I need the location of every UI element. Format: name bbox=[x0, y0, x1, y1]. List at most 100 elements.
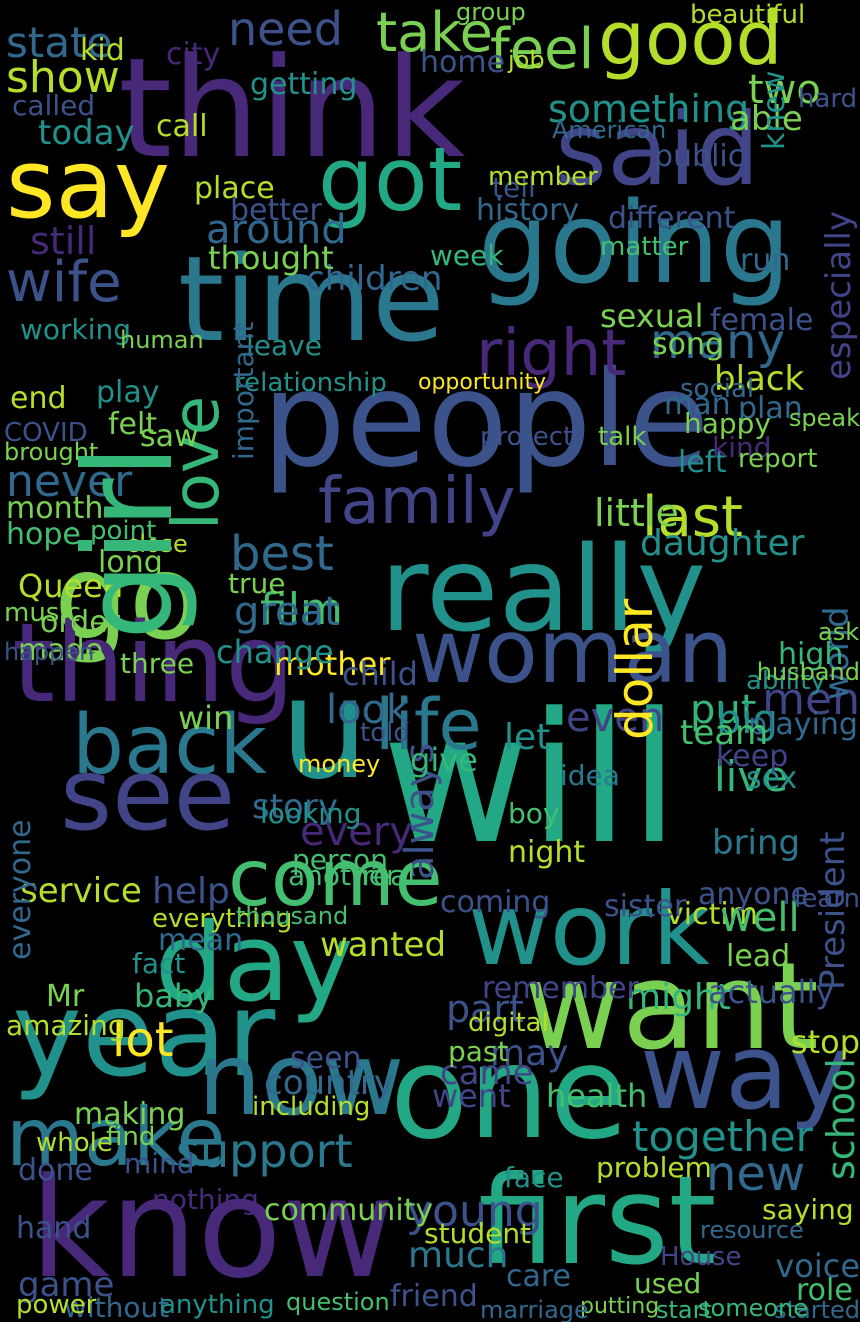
cloud-word-give: give bbox=[410, 741, 478, 779]
cloud-word-actually: actually bbox=[708, 973, 835, 1011]
cloud-word-mr: Mr bbox=[46, 979, 85, 1014]
cloud-word-year: year bbox=[12, 965, 276, 1103]
cloud-word-job: job bbox=[508, 46, 545, 74]
cloud-word-group: group bbox=[456, 0, 526, 26]
cloud-word-including: including bbox=[252, 1092, 371, 1122]
cloud-word-covid: COVID bbox=[4, 418, 88, 448]
cloud-word-want: want bbox=[524, 938, 819, 1077]
cloud-word-member: member bbox=[488, 162, 598, 192]
cloud-word-marriage: marriage bbox=[480, 1296, 589, 1322]
cloud-word-friend: friend bbox=[390, 1279, 478, 1314]
cloud-word-role: role bbox=[796, 1273, 853, 1308]
cloud-word-getting: getting bbox=[250, 67, 358, 102]
cloud-word-daughter: daughter bbox=[640, 523, 805, 564]
cloud-word-putting: putting bbox=[580, 1294, 660, 1319]
cloud-word-another: another bbox=[288, 859, 398, 892]
cloud-word-think: think bbox=[118, 28, 466, 189]
cloud-word-state: state bbox=[6, 18, 113, 67]
cloud-word-kind: kind bbox=[712, 431, 772, 464]
cloud-word-told: told bbox=[360, 718, 410, 748]
cloud-word-wanted: wanted bbox=[320, 925, 447, 965]
cloud-word-everything: everything bbox=[152, 904, 293, 934]
cloud-word-fact: fact bbox=[132, 947, 186, 980]
cloud-word-everyone: everyone bbox=[3, 819, 38, 960]
cloud-word-digital: digital bbox=[468, 1008, 549, 1038]
cloud-word-felt: felt bbox=[108, 407, 158, 442]
cloud-word-health: health bbox=[546, 1077, 648, 1115]
cloud-word-keep: keep bbox=[716, 739, 789, 774]
cloud-word-school: school bbox=[819, 1058, 860, 1180]
cloud-word-three: three bbox=[120, 647, 195, 680]
cloud-word-thousand: thousand bbox=[236, 902, 349, 930]
cloud-word-face: face bbox=[504, 1161, 564, 1194]
cloud-word-people: people bbox=[262, 343, 710, 497]
cloud-word-city: city bbox=[166, 37, 221, 72]
cloud-word-sexual: sexual bbox=[600, 297, 704, 335]
cloud-word-past: past bbox=[448, 1035, 509, 1068]
cloud-word-idea: idea bbox=[560, 759, 620, 792]
cloud-word-matter: matter bbox=[600, 232, 689, 262]
cloud-word-kid: kid bbox=[80, 33, 125, 68]
cloud-word-run: run bbox=[740, 243, 791, 278]
cloud-word-story: story bbox=[252, 787, 338, 827]
cloud-word-need: need bbox=[228, 2, 343, 56]
cloud-word-history: history bbox=[476, 193, 580, 228]
cloud-word-look: look bbox=[326, 687, 410, 733]
cloud-word-u: u bbox=[280, 648, 369, 811]
cloud-word-left: left bbox=[678, 445, 727, 480]
cloud-word-big: big bbox=[716, 697, 778, 743]
cloud-word-thought: thought bbox=[208, 239, 334, 277]
cloud-word-film: film bbox=[260, 584, 343, 635]
cloud-word-girl: girl bbox=[58, 444, 200, 640]
cloud-word-got: got bbox=[318, 128, 463, 231]
cloud-word-men: men bbox=[762, 674, 860, 725]
cloud-word-speak: speak bbox=[788, 404, 860, 432]
cloud-word-never: never bbox=[6, 456, 133, 507]
cloud-word-week: week bbox=[430, 239, 504, 272]
cloud-word-place: place bbox=[194, 171, 275, 206]
cloud-word-looking: looking bbox=[260, 797, 362, 830]
cloud-word-part: part bbox=[446, 987, 524, 1031]
cloud-word-hard: hard bbox=[798, 84, 858, 114]
cloud-word-take: take bbox=[376, 1, 493, 64]
cloud-word-first: first bbox=[478, 1150, 717, 1292]
cloud-word-problem: problem bbox=[596, 1151, 712, 1184]
cloud-word-brought: brought bbox=[4, 438, 99, 466]
cloud-word-human: human bbox=[120, 326, 204, 354]
cloud-word-relationship: relationship bbox=[234, 368, 387, 398]
cloud-word-mean: mean bbox=[158, 923, 244, 958]
cloud-word-might: might bbox=[626, 977, 731, 1018]
cloud-word-high: high bbox=[778, 637, 844, 672]
cloud-word-went: went bbox=[432, 1077, 511, 1115]
cloud-word-saying: saying bbox=[762, 1193, 854, 1226]
cloud-word-called: called bbox=[12, 89, 96, 122]
cloud-word-mother: mother bbox=[274, 645, 391, 683]
cloud-word-little: little bbox=[594, 491, 679, 535]
cloud-word-knew: knew bbox=[757, 70, 792, 150]
cloud-word-queen: Queen bbox=[18, 567, 124, 605]
cloud-word-saw: saw bbox=[140, 419, 199, 454]
cloud-word-going: going bbox=[478, 179, 791, 309]
cloud-word-learn: learn bbox=[794, 884, 860, 914]
cloud-word-close: close bbox=[126, 530, 188, 558]
cloud-word-change: change bbox=[216, 633, 334, 671]
cloud-word-thing: thing bbox=[12, 599, 295, 727]
cloud-word-woman: woman bbox=[412, 600, 734, 703]
cloud-word-let: let bbox=[504, 717, 551, 758]
cloud-word-real: real bbox=[362, 859, 416, 892]
cloud-word-see: see bbox=[60, 736, 236, 853]
cloud-word-team: team bbox=[680, 713, 769, 753]
cloud-word-every: every bbox=[300, 809, 414, 855]
cloud-word-wife: wife bbox=[6, 250, 122, 315]
cloud-word-used: used bbox=[634, 1267, 702, 1300]
cloud-word-victim: victim bbox=[666, 897, 758, 932]
cloud-word-working: working bbox=[20, 313, 132, 346]
cloud-word-house: House bbox=[660, 1242, 742, 1272]
cloud-word-coming: coming bbox=[440, 885, 551, 920]
cloud-word-remember: remember bbox=[482, 971, 639, 1006]
cloud-word-today: today bbox=[38, 113, 135, 153]
cloud-word-community: community bbox=[264, 1193, 434, 1228]
cloud-word-month: month bbox=[6, 491, 104, 526]
cloud-word-go: go bbox=[54, 528, 202, 666]
cloud-word-game: game bbox=[18, 1265, 115, 1305]
